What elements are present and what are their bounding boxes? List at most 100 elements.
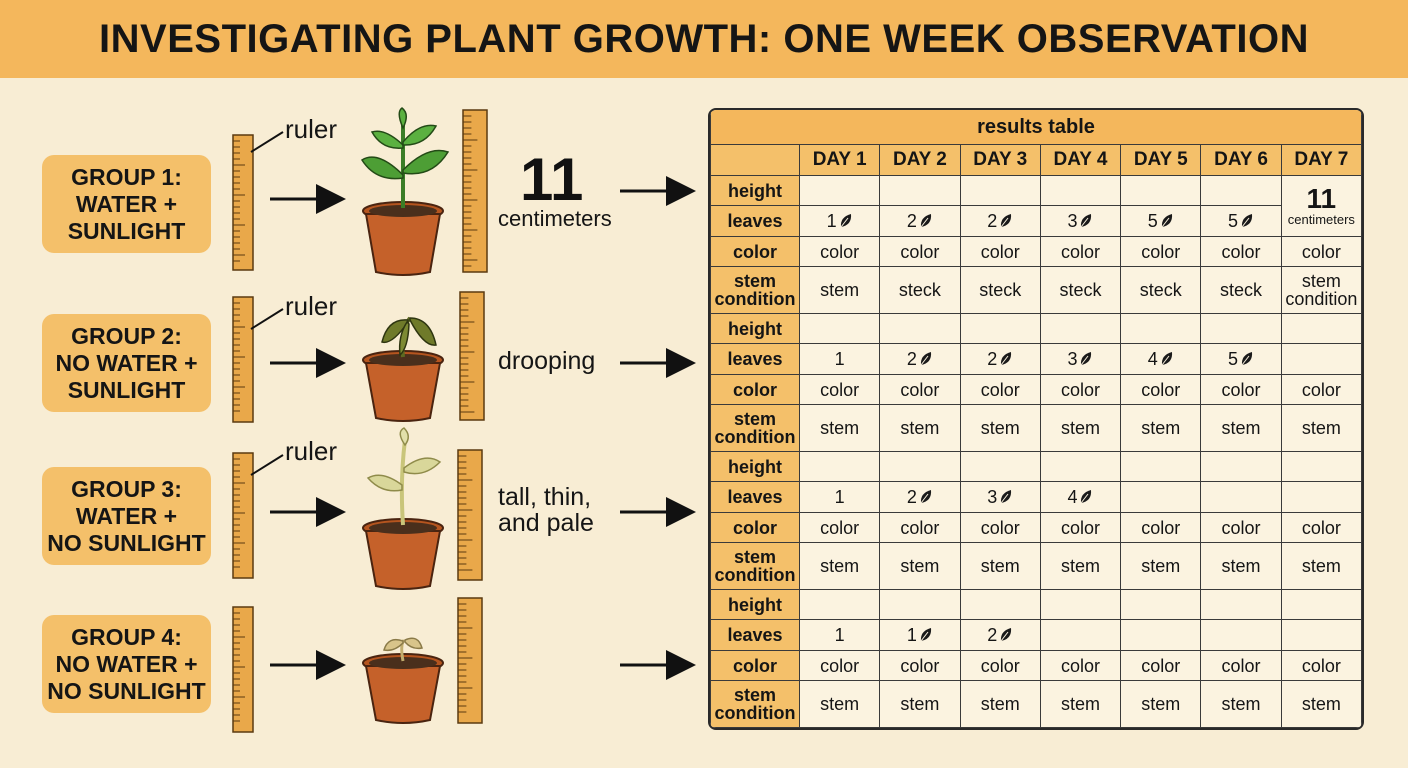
table-cell: color [798, 511, 881, 544]
leaf-icon [1077, 349, 1093, 369]
table-cell: stem [1280, 680, 1362, 728]
table-cell [798, 174, 881, 207]
cell-value: stem [1301, 694, 1341, 715]
row-header-text: condition [714, 703, 796, 724]
table-cell [1039, 588, 1122, 621]
table-row: height 11 centimeters [710, 174, 1362, 237]
table-cell [959, 312, 1041, 345]
cell-value: 5 [1147, 211, 1158, 232]
table-cell [1200, 481, 1282, 513]
table-cell [798, 450, 881, 483]
row-header-text: leaves [727, 625, 783, 646]
cell-value: stem [820, 694, 860, 715]
cell-value: color [1141, 655, 1181, 676]
cell-value: color [1221, 241, 1261, 262]
table-cell: steck [1039, 266, 1122, 314]
table-cell: color [1120, 235, 1202, 268]
table-cell [1120, 619, 1202, 651]
table-cell [879, 174, 961, 207]
cell-value: color [1060, 517, 1100, 538]
table-cell [959, 450, 1041, 483]
group-2-box: GROUP 2: NO WATER + SUNLIGHT [42, 314, 211, 412]
table-cell: stem [1039, 404, 1122, 452]
row-header-text: condition [714, 565, 796, 586]
small-ruler-4 [232, 606, 254, 733]
table-cell: 2 [879, 205, 961, 237]
cell-value: color [980, 379, 1020, 400]
table-cell: 1 [798, 619, 881, 651]
table-cell: stem [798, 542, 881, 590]
cell-value: 2 [906, 349, 917, 370]
cell-value: 2 [987, 349, 998, 370]
row-header: color [710, 373, 800, 406]
day7-height-cell: 11 centimeters [1280, 175, 1362, 237]
table-cell: color [1200, 511, 1282, 544]
row-header-text: condition [714, 427, 796, 448]
table-cell: color [1280, 649, 1362, 682]
cell-value: color [900, 517, 940, 538]
row-header: color [710, 649, 800, 682]
cell-value: stem [980, 556, 1020, 577]
row-header-text: color [732, 517, 777, 538]
cell-value: color [1301, 379, 1341, 400]
pot-group-1 [362, 201, 444, 276]
table-cell: color [1039, 511, 1122, 544]
day-header-7: DAY 7 [1280, 144, 1362, 176]
table-cell: stem [959, 680, 1041, 728]
table-cell: stem [879, 680, 961, 728]
row-header-text: stem [733, 685, 777, 706]
table-cell: color [879, 235, 961, 268]
table-cell: stem [959, 404, 1041, 452]
group-4-box: GROUP 4: NO WATER + NO SUNLIGHT [42, 615, 211, 713]
cell-value: color [1060, 241, 1100, 262]
small-ruler-2 [232, 296, 254, 423]
leaf-icon [1077, 211, 1093, 231]
table-cell [1280, 588, 1362, 621]
table-row: height [710, 312, 1362, 345]
table-cell: 2 [959, 619, 1041, 651]
group-1-line-2: WATER + [75, 190, 178, 217]
table-row: stem condition stem steck steck steck steck ste… [710, 266, 1362, 314]
cell-value: stem [900, 418, 940, 439]
cell-value: stem condition [1285, 271, 1358, 310]
table-row: leaves 1 1 2 [710, 619, 1362, 651]
cell-value: stem [1301, 418, 1341, 439]
page-title: INVESTIGATING PLANT GROWTH: ONE WEEK OBS… [99, 16, 1309, 61]
table-cell: stem [798, 266, 881, 314]
pot-group-2 [362, 350, 444, 422]
big-ruler-2 [459, 291, 485, 421]
table-row: height [710, 450, 1362, 483]
ruler-label-2: ruler [285, 291, 338, 321]
cell-value: color [1060, 655, 1100, 676]
plant-drooping-icon [381, 316, 437, 358]
row-header: height [710, 450, 800, 483]
cell-value: 2 [906, 487, 917, 508]
row-header-text: color [732, 655, 777, 676]
table-cell: color [1200, 649, 1282, 682]
row-header-text: stem [733, 271, 777, 292]
group-3-observation-line-2: and pale [498, 509, 594, 537]
header-banner: INVESTIGATING PLANT GROWTH: ONE WEEK OBS… [0, 0, 1408, 78]
table-cell [798, 588, 881, 621]
cell-value: stem [1060, 694, 1100, 715]
row-header: stem condition [710, 266, 800, 314]
row-header: height [710, 312, 800, 345]
table-cell [1280, 343, 1362, 375]
table-cell [1280, 619, 1362, 651]
table-cell: 3 [959, 481, 1041, 513]
row-header: leaves [710, 343, 800, 375]
day7-height-unit: centimeters [1287, 211, 1355, 227]
group-3-line-3: NO SUNLIGHT [47, 529, 206, 556]
cell-value: stem [1060, 556, 1100, 577]
group-3-line-1: GROUP 3: [71, 475, 182, 502]
cell-value: color [820, 379, 860, 400]
cell-value: color [1221, 379, 1261, 400]
big-ruler-1 [462, 109, 488, 273]
table-row: color color color color color color color color [710, 511, 1362, 544]
cell-value: stem [900, 694, 940, 715]
cell-value: 3 [1067, 349, 1078, 370]
table-cell [1039, 619, 1122, 651]
cell-value: 2 [987, 625, 998, 646]
leaf-icon [917, 487, 933, 507]
cell-value: color [1301, 655, 1341, 676]
